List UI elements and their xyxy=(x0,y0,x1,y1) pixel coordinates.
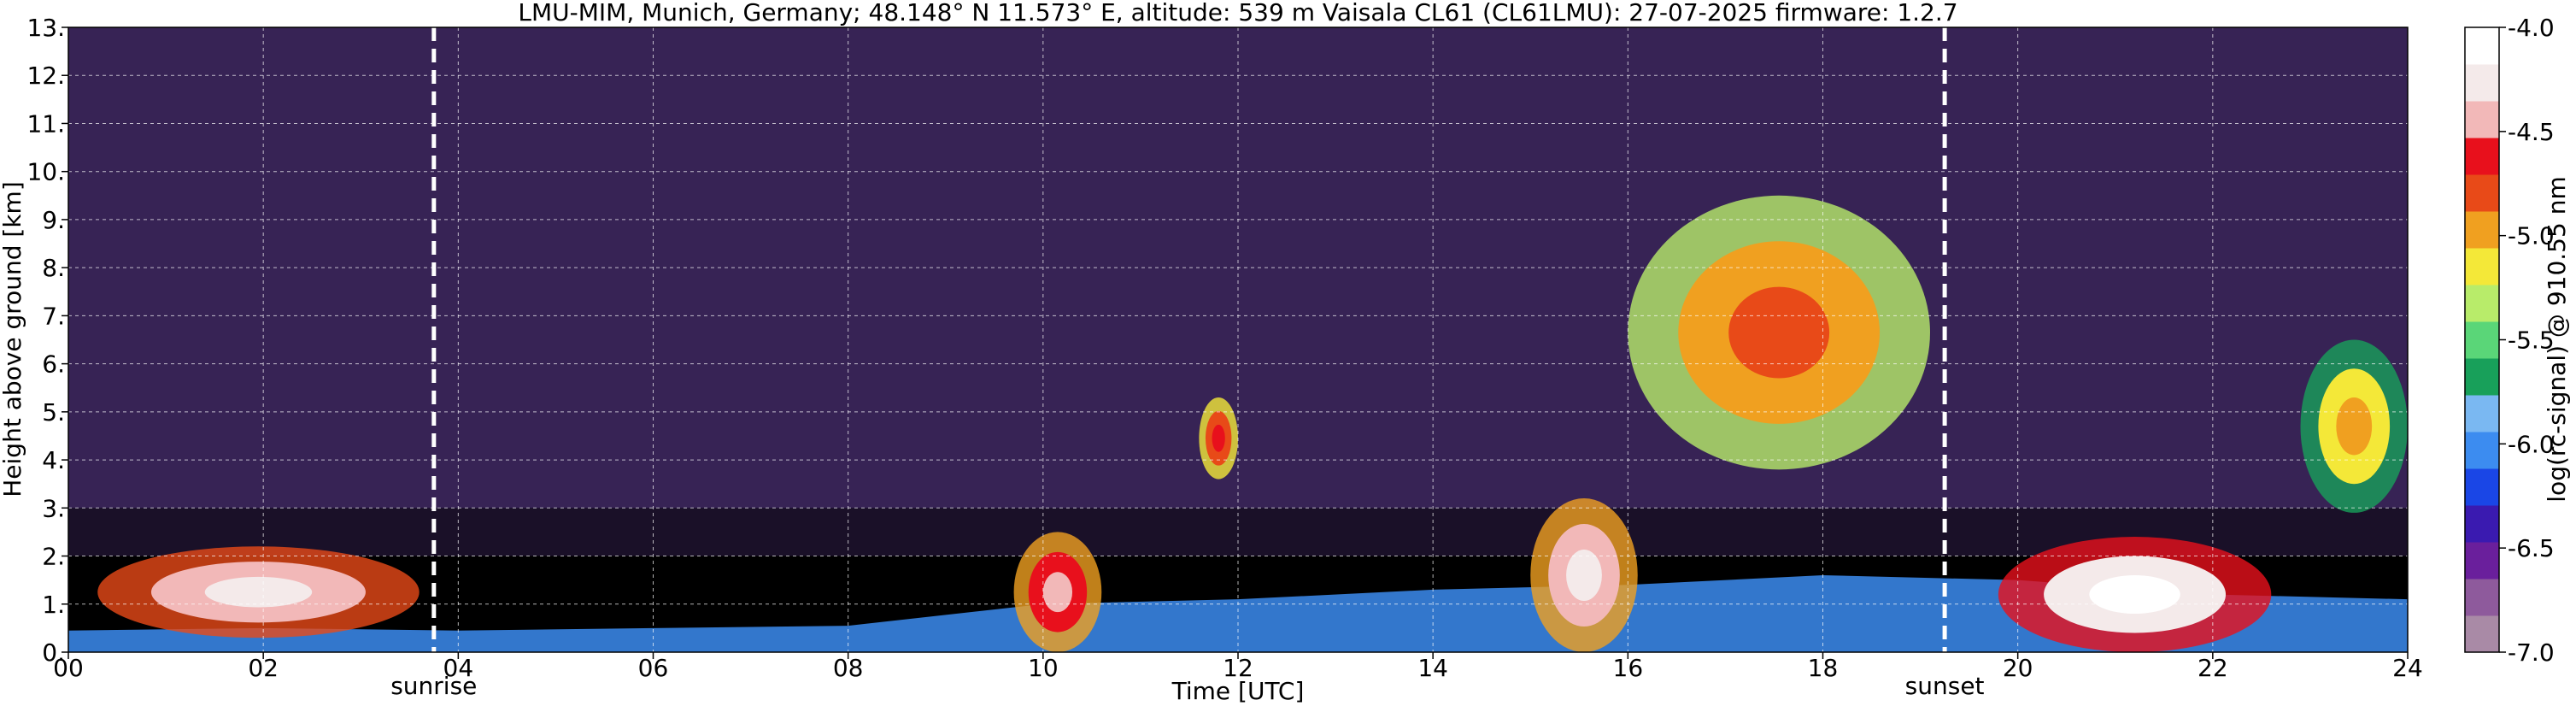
colorbar-segment xyxy=(2465,542,2499,580)
colorbar-segment xyxy=(2465,321,2499,359)
x-tick-label: 04 xyxy=(443,654,474,682)
colorbar-segment xyxy=(2465,211,2499,249)
colorbar-tick-label: -4.0 xyxy=(2508,14,2555,42)
grid xyxy=(68,27,2408,652)
colorbar-segment xyxy=(2465,395,2499,432)
x-axis: 00 02 04 06 08 10 12 14 16 18 20 22 24 xyxy=(53,652,2423,682)
colorbar-tick-label: -6.0 xyxy=(2508,430,2555,458)
cloud-core xyxy=(204,576,313,608)
y-tick-label: 2. xyxy=(42,543,65,571)
y-axis-label: Height above ground [km] xyxy=(0,181,26,497)
sun-markers xyxy=(431,27,1947,652)
y-tick-label: 9. xyxy=(42,206,65,234)
plot-area xyxy=(68,27,2408,652)
x-tick-label: 08 xyxy=(833,654,864,682)
y-tick-label: 7. xyxy=(42,302,65,330)
colorbar xyxy=(2464,26,2500,653)
marker-label-sunrise: sunrise xyxy=(390,672,477,700)
x-tick-label: 10 xyxy=(1028,654,1059,682)
x-tick-label: 22 xyxy=(2198,654,2228,682)
colorbar-segment xyxy=(2465,27,2499,65)
aerosol-layer xyxy=(68,575,2408,652)
y-tick-label: 8. xyxy=(42,254,65,282)
colorbar-tick-label: -5.0 xyxy=(2508,222,2555,250)
cloud-core xyxy=(2336,397,2373,456)
x-tick-label: 02 xyxy=(248,654,279,682)
colorbar-segment xyxy=(2465,174,2499,212)
x-tick-label: 16 xyxy=(1613,654,1644,682)
colorbar-label: log(rc-signal) @ 910.55 nm xyxy=(2543,176,2571,502)
x-tick-label: 18 xyxy=(1808,654,1839,682)
x-tick-label: 06 xyxy=(638,654,669,682)
x-tick-label: 12 xyxy=(1223,654,1253,682)
cloud-core xyxy=(1042,572,1073,613)
y-tick-label: 3. xyxy=(42,494,65,522)
y-tick-label: 11. xyxy=(26,109,65,138)
marker-label-sunset: sunset xyxy=(1905,672,1985,700)
colorbar-tick-label: -6.5 xyxy=(2508,534,2555,562)
colorbar-ticks: -7.0 -6.5 -6.0 -5.5 -5.0 -4.5 -4.0 xyxy=(2499,14,2555,667)
cloud-core xyxy=(1728,286,1830,379)
cloud-features xyxy=(68,195,2408,652)
colorbar-tick-label: -7.0 xyxy=(2508,638,2555,667)
colorbar-segment xyxy=(2465,432,2499,469)
y-tick-label: 12. xyxy=(26,62,65,90)
colorbar-segment xyxy=(2465,468,2499,506)
colorbar-segment xyxy=(2465,248,2499,285)
y-tick-label: 0. xyxy=(42,638,65,667)
noise-layer xyxy=(68,27,2408,556)
y-tick-label: 6. xyxy=(42,350,65,379)
x-axis-label: Time [UTC] xyxy=(1171,677,1305,705)
colorbar-segment xyxy=(2465,285,2499,322)
cloud-core xyxy=(2089,575,2180,615)
colorbar-segment xyxy=(2465,579,2499,616)
y-tick-label: 10. xyxy=(26,158,65,186)
colorbar-tick-label: -4.5 xyxy=(2508,118,2555,146)
y-axis: 0. 1. 2. 3. 4. 5. 6. 7. 8. 9. 10. 11. 12. 13. xyxy=(26,14,68,667)
x-tick-label: 00 xyxy=(53,654,84,682)
x-tick-label: 14 xyxy=(1417,654,1448,682)
colorbar-segment xyxy=(2465,615,2499,653)
y-tick-label: 13. xyxy=(26,14,65,42)
colorbar-segment xyxy=(2465,138,2499,175)
colorbar-segment xyxy=(2465,505,2499,543)
y-tick-label: 4. xyxy=(42,446,65,474)
colorbar-segment xyxy=(2465,64,2499,102)
cloud-core xyxy=(1566,550,1602,602)
colorbar-segment xyxy=(2465,358,2499,396)
cloud-core xyxy=(1212,424,1225,452)
x-tick-label: 20 xyxy=(2003,654,2033,682)
y-tick-label: 1. xyxy=(42,591,65,619)
y-tick-label: 5. xyxy=(42,398,65,427)
x-tick-label: 24 xyxy=(2392,654,2423,682)
chart-title: LMU-MIM, Munich, Germany; 48.148° N 11.5… xyxy=(518,0,1957,26)
colorbar-tick-label: -5.5 xyxy=(2508,327,2555,355)
colorbar-segment xyxy=(2465,101,2499,138)
sun-marker-labels: sunrise sunset xyxy=(390,672,1984,700)
